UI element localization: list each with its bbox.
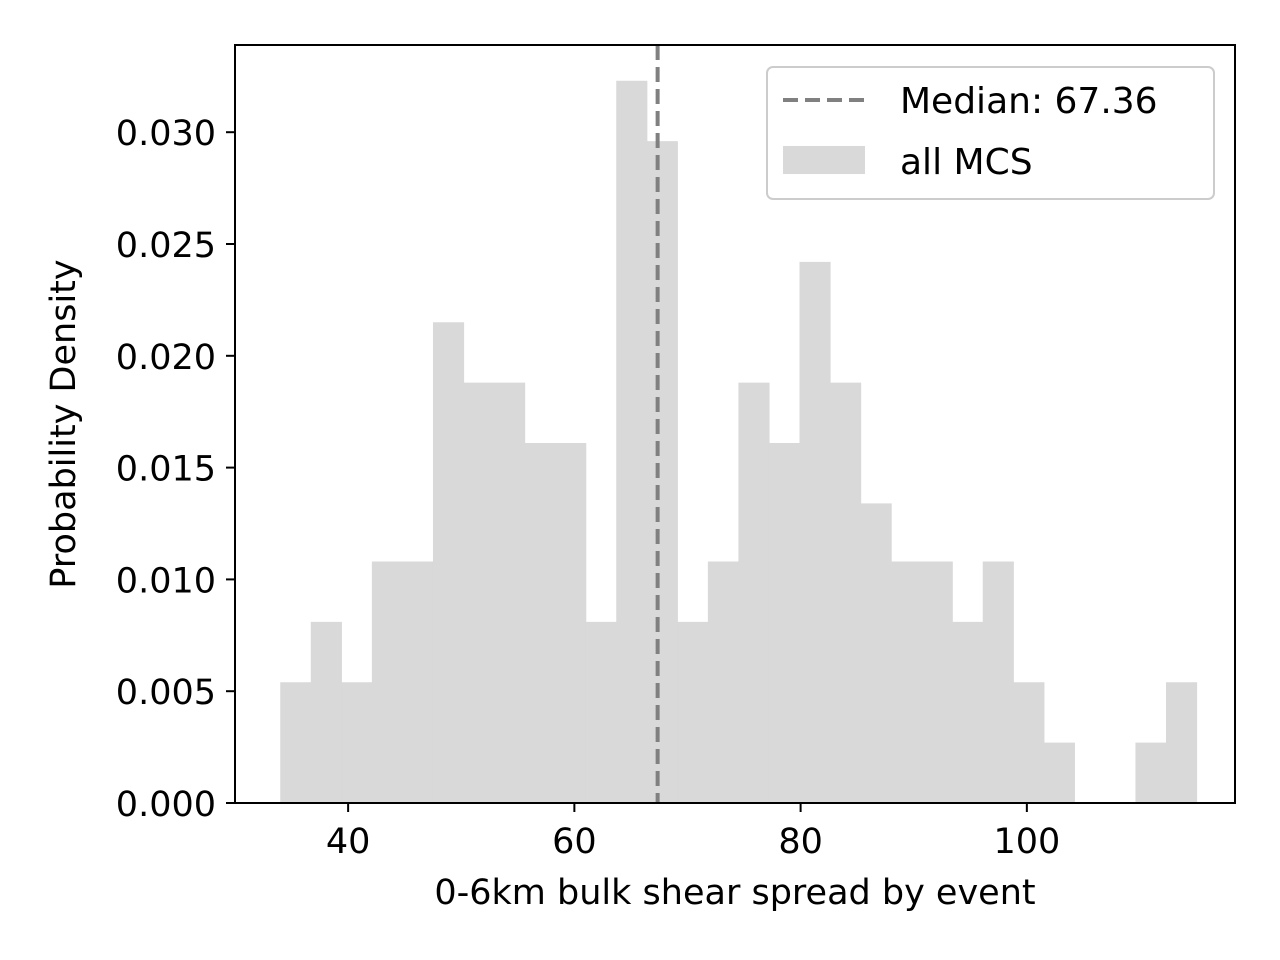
histogram-bar — [341, 682, 373, 803]
x-tick-label: 100 — [993, 822, 1060, 862]
histogram-bar — [860, 503, 892, 803]
histogram-bar — [799, 261, 831, 803]
histogram-bar — [616, 80, 648, 803]
y-tick-label: 0.030 — [116, 114, 216, 154]
histogram-bar — [1135, 742, 1167, 803]
x-axis-ticks: 40 60 80 100 — [326, 803, 1060, 862]
x-tick-label: 40 — [326, 822, 371, 862]
histogram-bar — [768, 443, 801, 803]
histogram-bar — [585, 621, 617, 803]
histogram-bar — [463, 382, 495, 803]
histogram-bar — [982, 561, 1014, 803]
histogram-bar — [891, 561, 923, 803]
histogram-bar — [402, 561, 434, 803]
legend-box — [766, 66, 1215, 200]
legend-mcs-label: all MCS — [900, 142, 1033, 183]
histogram-bar — [738, 382, 770, 803]
legend-mcs-swatch — [783, 146, 865, 174]
y-tick-label: 0.020 — [116, 338, 216, 378]
histogram-bar — [1043, 742, 1075, 803]
histogram-bar — [494, 382, 526, 803]
plot-frame — [234, 44, 1236, 804]
histogram-bar — [1013, 682, 1045, 803]
legend: Median: 67.36 all MCS — [766, 66, 1215, 200]
x-tick-label: 60 — [552, 822, 597, 862]
histogram-bar — [952, 621, 984, 803]
histogram-bar — [1165, 682, 1198, 803]
histogram-bar — [371, 561, 404, 803]
y-axis-label: Probability Density — [44, 259, 84, 588]
histogram-bar — [830, 382, 862, 803]
y-tick-label: 0.015 — [116, 450, 216, 490]
histogram-bar — [921, 561, 953, 803]
histogram-bar — [524, 443, 556, 803]
histogram-bar — [310, 621, 342, 803]
histogram-bars — [280, 80, 1198, 804]
histogram-bar — [280, 682, 312, 803]
histogram-bar — [707, 561, 739, 803]
x-tick-label: 80 — [778, 822, 823, 862]
y-tick-label: 0.025 — [116, 226, 216, 266]
histogram-bar — [646, 141, 678, 804]
y-axis-ticks: 0.000 0.005 0.010 0.015 0.020 0.025 0.030 — [116, 114, 235, 825]
y-tick-label: 0.005 — [116, 673, 216, 713]
histogram-bar — [677, 621, 709, 803]
y-tick-label: 0.000 — [116, 785, 216, 825]
x-axis-label: 0-6km bulk shear spread by event — [434, 873, 1035, 913]
legend-median-label: Median: 67.36 — [900, 81, 1158, 122]
histogram-bar — [555, 443, 587, 803]
histogram-bar — [432, 322, 465, 803]
y-tick-label: 0.010 — [116, 561, 216, 601]
